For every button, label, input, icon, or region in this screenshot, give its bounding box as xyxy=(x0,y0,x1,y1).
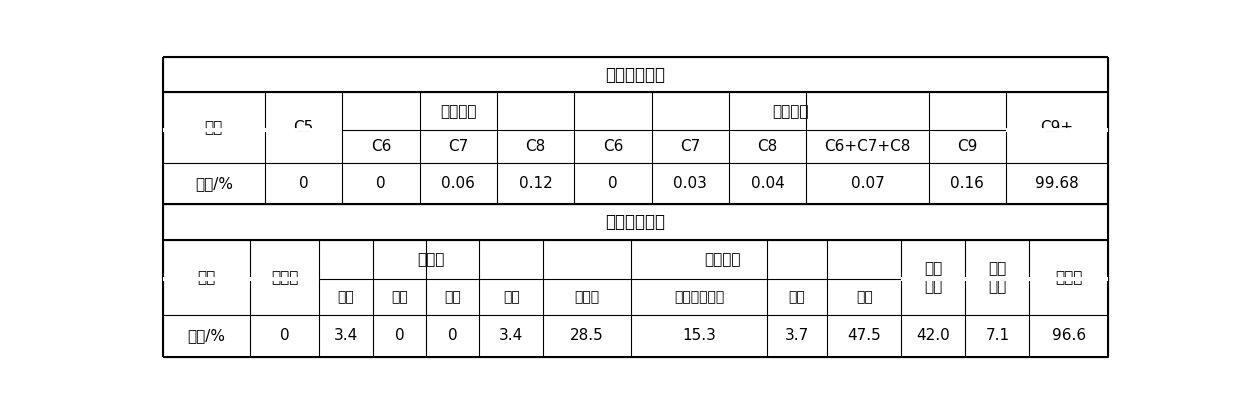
Text: 96.6: 96.6 xyxy=(1052,328,1086,344)
Text: 链烷烃: 链烷烃 xyxy=(272,270,299,285)
Text: 15.3: 15.3 xyxy=(682,328,715,344)
Text: 47.5: 47.5 xyxy=(847,328,882,344)
Text: 成分: 成分 xyxy=(205,120,223,135)
Text: 双环: 双环 xyxy=(391,290,408,304)
Text: 0: 0 xyxy=(280,328,290,344)
Text: C6: C6 xyxy=(603,139,624,154)
Text: 三环: 三环 xyxy=(444,290,461,304)
Text: 总芳烃: 总芳烃 xyxy=(1055,270,1083,285)
Text: 成分: 成分 xyxy=(197,270,216,285)
Text: 0: 0 xyxy=(299,176,309,191)
Text: 3.4: 3.4 xyxy=(334,328,358,344)
Text: 含量/%: 含量/% xyxy=(187,328,226,344)
Text: 3.7: 3.7 xyxy=(785,328,810,344)
Text: 多环
芳烃: 多环 芳烃 xyxy=(988,262,1007,294)
Text: C6+C7+C8: C6+C7+C8 xyxy=(825,139,910,154)
Text: C6: C6 xyxy=(371,139,391,154)
Text: 总量: 总量 xyxy=(503,290,520,304)
Text: C5: C5 xyxy=(294,120,314,135)
Text: 茚满或四氢萘: 茚满或四氢萘 xyxy=(673,290,724,304)
Text: 3.4: 3.4 xyxy=(500,328,523,344)
Text: 色谱分析结果: 色谱分析结果 xyxy=(605,66,666,84)
Text: C7: C7 xyxy=(681,139,701,154)
Text: 单环芳烃: 单环芳烃 xyxy=(704,253,740,267)
Text: 7.1: 7.1 xyxy=(986,328,1009,344)
Text: 99.68: 99.68 xyxy=(1035,176,1079,191)
Text: 含量/%: 含量/% xyxy=(195,176,233,191)
Text: 0: 0 xyxy=(376,176,386,191)
Text: C7: C7 xyxy=(448,139,469,154)
Text: 0: 0 xyxy=(394,328,404,344)
Text: 非芳组分: 非芳组分 xyxy=(440,104,476,119)
Text: C8: C8 xyxy=(758,139,777,154)
Text: 0.16: 0.16 xyxy=(950,176,985,191)
Text: 烷基苯: 烷基苯 xyxy=(574,290,600,304)
Text: 芳烃组分: 芳烃组分 xyxy=(773,104,808,119)
Text: 0.04: 0.04 xyxy=(751,176,785,191)
Text: 0: 0 xyxy=(609,176,618,191)
Text: 28.5: 28.5 xyxy=(570,328,604,344)
Text: 0.07: 0.07 xyxy=(851,176,884,191)
Text: 0.03: 0.03 xyxy=(673,176,707,191)
Text: 0.12: 0.12 xyxy=(518,176,553,191)
Text: 茚类: 茚类 xyxy=(789,290,806,304)
Text: 双环
芳烃: 双环 芳烃 xyxy=(924,262,942,294)
Text: 单环: 单环 xyxy=(337,290,355,304)
Text: C9+: C9+ xyxy=(1040,120,1074,135)
Text: 质谱分析结果: 质谱分析结果 xyxy=(605,213,666,231)
Text: 总量: 总量 xyxy=(856,290,873,304)
Text: 环烷烃: 环烷烃 xyxy=(418,253,445,267)
Text: 42.0: 42.0 xyxy=(916,328,950,344)
Text: 0: 0 xyxy=(448,328,458,344)
Text: 0.06: 0.06 xyxy=(441,176,475,191)
Text: C8: C8 xyxy=(526,139,546,154)
Text: C9: C9 xyxy=(957,139,977,154)
